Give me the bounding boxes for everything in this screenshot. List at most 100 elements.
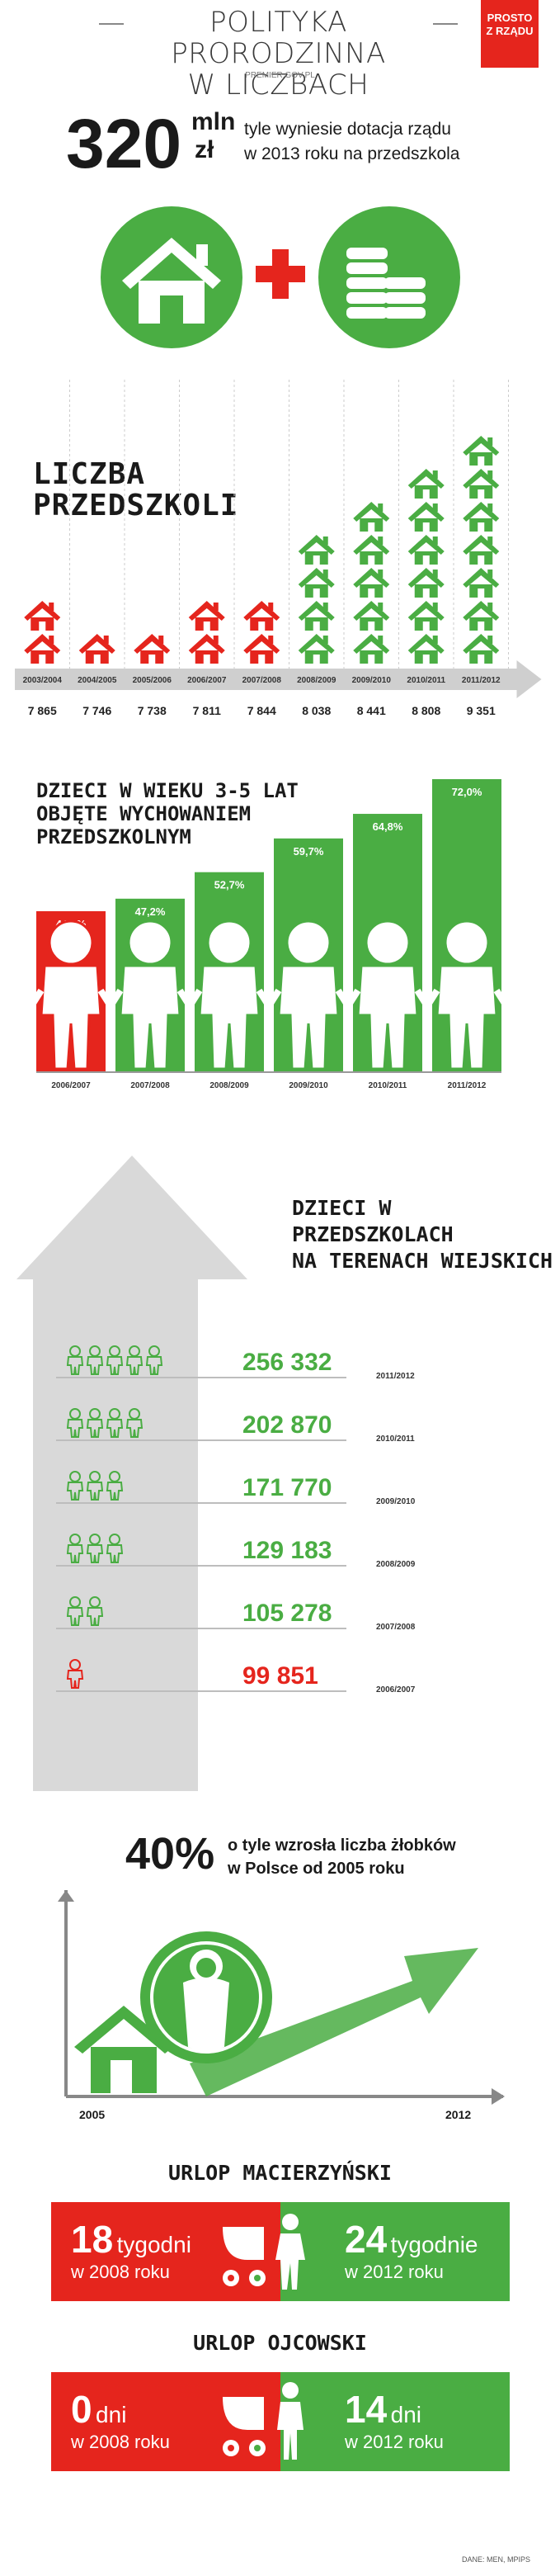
preschool-house-icon <box>24 634 61 664</box>
preschool-house-icon <box>78 634 115 664</box>
intro-desc-line-1: tyle wyniesie dotacja rządu <box>244 120 451 139</box>
child-figure-icon <box>343 919 432 1071</box>
rural-year: 2007/2008 <box>376 1623 416 1632</box>
child-small-icon <box>86 1534 104 1563</box>
paternity-left-unit: dni <box>96 2402 127 2427</box>
rural-year: 2010/2011 <box>376 1435 415 1444</box>
nurseries-year-end: 2012 <box>445 2108 472 2121</box>
child-small-icon <box>66 1345 84 1375</box>
preschool-house-icon <box>298 568 335 598</box>
preschool-house-icon <box>407 568 445 598</box>
child-small-icon <box>125 1408 144 1438</box>
preschool-value-label: 7 811 <box>193 704 221 717</box>
paternity-right-number: 14 <box>345 2388 388 2431</box>
house-plus-coins-illustration <box>101 206 460 348</box>
badge-line-2: Z RZĄDU <box>486 25 534 37</box>
preschool-house-icon <box>407 535 445 565</box>
preschool-house-icon <box>353 601 390 631</box>
preschools-title: LICZBA PRZEDSZKOLI <box>33 459 238 522</box>
percent-value-label: 72,0% <box>452 786 482 798</box>
child-small-icon <box>86 1408 104 1438</box>
rural-year: 2006/2007 <box>376 1685 416 1694</box>
nurseries-percent: 40% <box>125 1829 215 1879</box>
child-small-icon <box>86 1596 104 1626</box>
paternity-panel: 0 dni w 2008 roku 14 dni w 2012 roku <box>51 2372 510 2471</box>
timeline-arrow-icon <box>516 660 542 698</box>
mother-stroller-icon <box>223 2214 305 2290</box>
preschool-value-label: 8 038 <box>302 704 331 717</box>
page-title: POLITYKA PRORODZINNA W LICZBACH <box>124 7 433 101</box>
children-baseline <box>36 1071 501 1073</box>
preschools-title-line-2: PRZEDSZKOLI <box>33 489 239 522</box>
timeline-strip <box>15 669 517 690</box>
child-small-icon <box>86 1471 104 1501</box>
maternity-right-year: w 2012 roku <box>345 2262 444 2282</box>
child-small-icon <box>106 1345 124 1375</box>
children-year-label: 2008/2009 <box>209 1081 249 1090</box>
nurseries-desc-line-1: o tyle wzrosła liczba żłobków <box>228 1836 456 1855</box>
maternity-left-year: w 2008 roku <box>71 2262 170 2282</box>
child-small-icon <box>106 1408 124 1438</box>
rural-year: 2008/2009 <box>376 1560 416 1569</box>
children-title-line-3: PRZEDSZKOLNYM <box>36 825 191 848</box>
growth-arrow-icon <box>190 1948 478 2096</box>
child-small-icon <box>66 1471 84 1501</box>
rural-background-arrow <box>16 1156 247 1791</box>
preschool-house-icon <box>407 469 445 499</box>
badge-prosto-z-rzadu[interactable]: PROSTO Z RZĄDU <box>481 0 539 68</box>
preschool-house-icon <box>463 535 500 565</box>
children-year-label: 2010/2011 <box>369 1081 407 1090</box>
percent-value-label: 64,8% <box>373 820 403 833</box>
y-axis-arrow-icon <box>58 1890 74 1902</box>
children-chart: 44,6%2006/200747,2%2007/200852,7%2008/20… <box>26 779 511 1090</box>
preschools-title-line-1: LICZBA <box>33 457 146 491</box>
footer-source: DANE: MEN, MPIPS <box>462 2555 531 2564</box>
child-figure-icon <box>106 919 195 1071</box>
rural-year: 2009/2010 <box>376 1497 416 1506</box>
preschool-house-icon <box>298 535 335 565</box>
source-url: PREMIER.GOV.PL <box>245 71 315 80</box>
year-label: 2009/2010 <box>352 676 392 685</box>
paternity-right-bg <box>280 2372 510 2471</box>
rural-row-line <box>56 1690 346 1692</box>
title-line-2: W LICZBACH <box>187 69 369 102</box>
intro-desc: tyle wyniesie dotacja rządu w 2013 roku … <box>244 117 460 167</box>
paternity-left-year: w 2008 roku <box>71 2432 170 2452</box>
nurseries-year-start: 2005 <box>79 2108 106 2121</box>
preschool-house-icon <box>24 601 61 631</box>
preschool-house-icon <box>134 634 171 664</box>
preschool-value-label: 9 351 <box>467 704 496 717</box>
child-small-icon <box>145 1345 163 1375</box>
rural-title-line-1: DZIECI W PRZEDSZKOLACH <box>292 1196 454 1246</box>
plus-icon <box>256 249 305 299</box>
rural-value: 256 332 <box>242 1349 332 1376</box>
preschool-house-icon <box>188 601 225 631</box>
year-label: 2010/2011 <box>407 676 445 685</box>
maternity-panel: 18 tygodni w 2008 roku 24 tygodnie w 201… <box>51 2202 510 2301</box>
preschool-house-icon <box>298 634 335 664</box>
intro-unit-top: mln <box>191 108 236 135</box>
house-small-door-icon <box>111 2060 132 2093</box>
child-small-icon <box>106 1534 124 1563</box>
paternity-title: URLOP OJCOWSKI <box>193 2331 367 2355</box>
header: POLITYKA PRORODZINNA W LICZBACH PREMIER.… <box>0 0 560 101</box>
rural-value: 105 278 <box>242 1600 332 1627</box>
preschool-house-icon <box>463 436 500 466</box>
preschool-house-icon <box>353 568 390 598</box>
preschool-value-label: 7 844 <box>247 704 276 717</box>
header-rule-right <box>433 23 458 25</box>
rural-year: 2011/2012 <box>376 1372 415 1381</box>
rural-row-line <box>56 1377 346 1378</box>
year-label: 2004/2005 <box>78 676 117 685</box>
rural-title: DZIECI W PRZEDSZKOLACH NA TERENACH WIEJS… <box>292 1195 560 1274</box>
rural-row-line <box>56 1502 346 1504</box>
maternity-title: URLOP MACIERZYŃSKI <box>168 2161 392 2185</box>
child-figure-icon <box>422 919 511 1071</box>
title-line-1: POLITYKA PRORODZINNA <box>171 6 386 70</box>
coins-icon <box>346 248 426 319</box>
house-circle <box>101 206 242 348</box>
percent-value-label: 52,7% <box>214 879 245 891</box>
rural-row-line <box>56 1628 346 1629</box>
preschool-house-icon <box>243 601 280 631</box>
preschool-house-icon <box>407 601 445 631</box>
